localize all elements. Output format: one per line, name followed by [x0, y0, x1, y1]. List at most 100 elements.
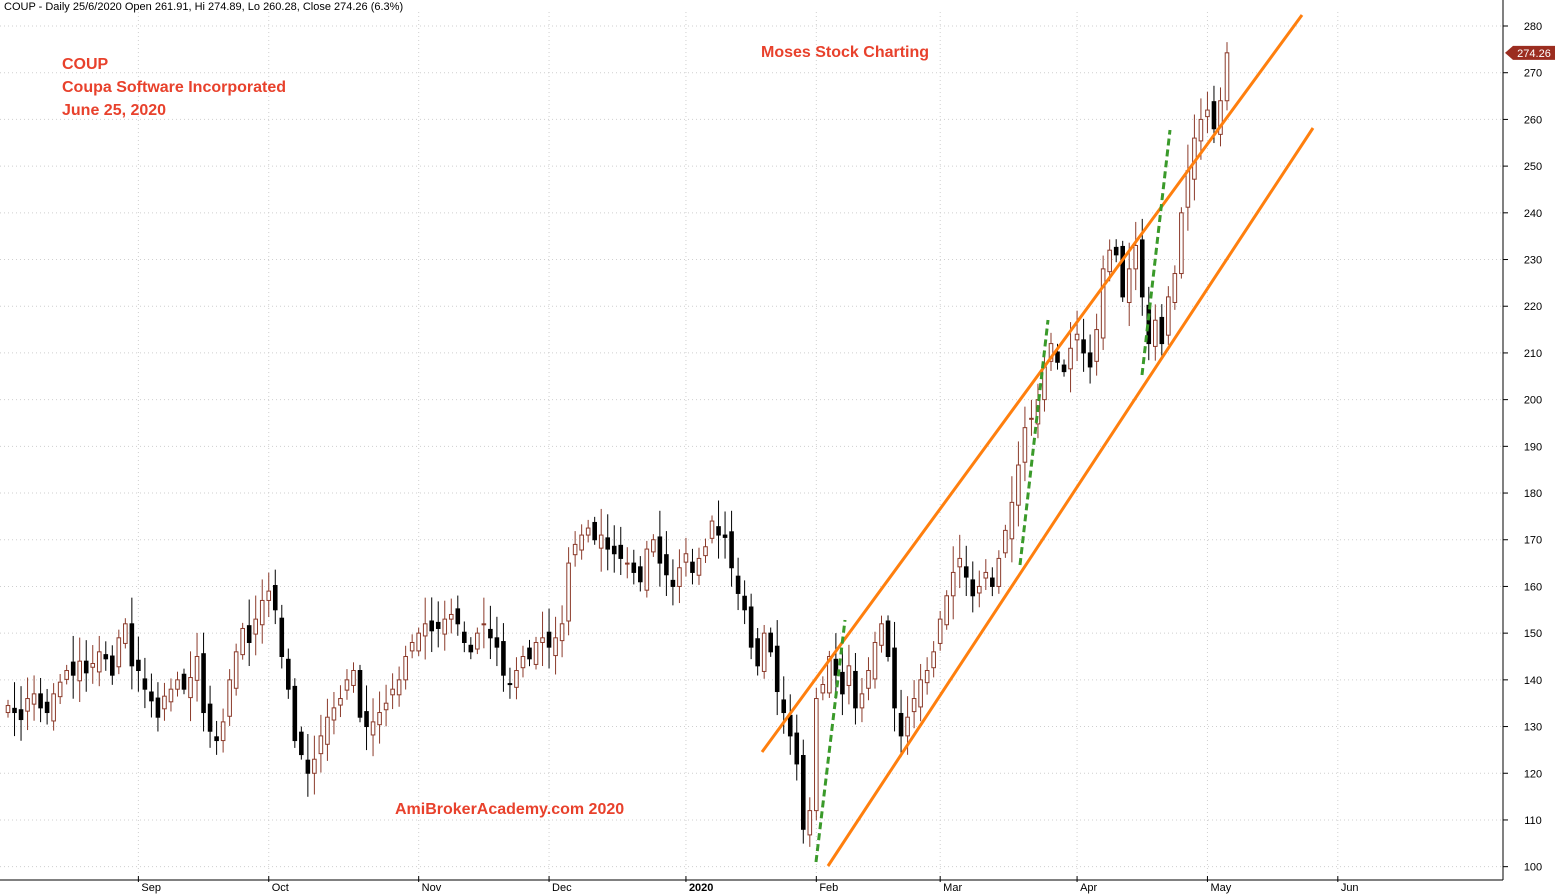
ticker-annotation: COUP [62, 56, 109, 73]
candle-up [559, 623, 565, 642]
candle-up [344, 679, 350, 691]
company-annotation: Coupa Software Incorporated [62, 79, 287, 96]
candle-down [833, 658, 839, 676]
trend-line-dashed [814, 619, 847, 863]
candle-up [351, 670, 356, 686]
y-tick-label: 280 [1524, 21, 1542, 33]
candle-up [950, 571, 956, 597]
candle-down [18, 709, 24, 721]
candle-down [774, 645, 780, 693]
overlay-lines [760, 14, 1315, 867]
y-tick-label: 140 [1524, 675, 1542, 687]
candle-up [566, 562, 571, 622]
candle-up [1100, 268, 1106, 339]
y-tick-label: 100 [1524, 862, 1542, 874]
candle-up [383, 702, 389, 711]
candle-down [605, 537, 611, 550]
candle-up [585, 527, 591, 536]
candle-up [475, 632, 480, 650]
candle-down [1113, 246, 1119, 256]
candle-up [859, 693, 865, 709]
candle-down [670, 579, 676, 587]
candle-up [1068, 347, 1073, 370]
candle-down [129, 623, 135, 667]
candle-down [1081, 339, 1086, 354]
candle-up [370, 721, 376, 736]
candle-up [90, 663, 96, 668]
candle-up [175, 679, 180, 690]
candle-up [1198, 118, 1204, 142]
candle-up [1126, 268, 1132, 303]
candle-up [1179, 212, 1184, 275]
candles [5, 42, 1230, 847]
candle-up [1224, 52, 1230, 102]
candle-up [123, 623, 128, 644]
candle-down [142, 678, 148, 690]
candle-up [162, 695, 167, 710]
candle-down [781, 699, 787, 714]
candle-down [729, 531, 734, 569]
candle-down [885, 620, 891, 657]
candle-down [462, 631, 467, 643]
candle-up [481, 623, 487, 626]
candle-up [1133, 245, 1139, 270]
candle-up [918, 679, 923, 708]
candle-down [181, 673, 187, 690]
candle-up [331, 707, 337, 721]
x-tick-label: Apr [1080, 882, 1097, 894]
candle-up [807, 810, 813, 836]
candle-down [429, 620, 435, 632]
candle-up [931, 651, 936, 669]
candle-up [1172, 273, 1178, 303]
candle-down [455, 608, 461, 625]
candle-up [266, 590, 272, 601]
candle-down [990, 577, 995, 587]
candle-up [57, 681, 63, 698]
candle-down [716, 526, 721, 536]
candle-down [638, 566, 643, 583]
candle-up [879, 623, 884, 646]
candle-down [83, 660, 89, 674]
trend-line-dashed [1140, 129, 1172, 376]
last-price-label: 274.26 [1517, 48, 1551, 60]
channel-upper-line [760, 14, 1304, 753]
y-axis: 100 110 120 130 140 150 160 170 180 190 200 210 220 2… [1503, 21, 1542, 874]
candle-up [827, 655, 832, 694]
candle-down [299, 731, 304, 756]
candle-down [44, 701, 50, 714]
candle-down [690, 561, 695, 573]
candle-up [377, 712, 382, 726]
x-tick-label: Feb [819, 882, 838, 894]
y-tick-label: 240 [1524, 208, 1542, 220]
candle-up [31, 693, 37, 705]
candle-up [318, 735, 324, 755]
candle-down [768, 632, 773, 653]
candle-up [761, 632, 767, 672]
candle-down [364, 711, 369, 728]
candle-up [116, 637, 122, 668]
candle-down [246, 625, 252, 643]
candle-up [1009, 501, 1015, 540]
candle-down [787, 714, 793, 737]
candle-up [911, 698, 917, 713]
candle-up [1022, 427, 1028, 463]
candle-down [357, 670, 363, 718]
candle-up [905, 716, 910, 737]
candle-up [188, 677, 193, 699]
candle-down [735, 575, 741, 594]
candle-down [1055, 351, 1060, 363]
y-tick-label: 150 [1524, 628, 1542, 640]
candle-down [1139, 239, 1145, 298]
last-price-badge: 274.26 [1505, 45, 1555, 60]
candle-up [409, 641, 415, 652]
grid-lines [0, 12, 1503, 876]
candle-down [272, 585, 278, 611]
y-tick-label: 230 [1524, 255, 1542, 267]
candle-down [657, 536, 663, 564]
candle-down [70, 661, 76, 676]
candle-up [312, 758, 317, 774]
candle-up [1166, 296, 1171, 336]
candle-up [96, 651, 102, 673]
candle-up [25, 698, 30, 712]
